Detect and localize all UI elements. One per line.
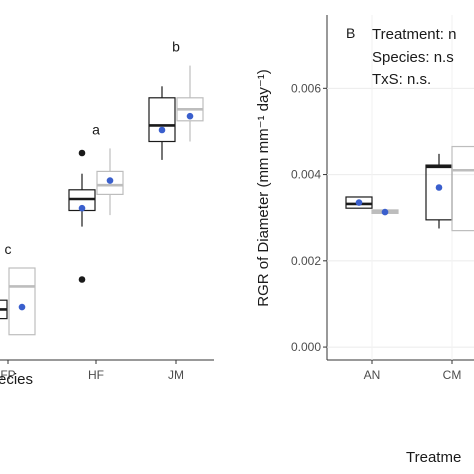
outlier-point (78, 149, 86, 157)
mean-point (106, 177, 114, 184)
mean-point (186, 112, 194, 120)
x-tick-label: HF (88, 368, 104, 382)
box-body (96, 170, 124, 195)
mean-point (355, 199, 363, 206)
x-tick-label: CM (443, 368, 462, 382)
box-fp-dark (0, 299, 8, 320)
y-tick-label: 0.006 (291, 81, 321, 95)
box-fp-light (8, 267, 36, 336)
mean-point (158, 126, 166, 134)
box-body (451, 145, 474, 232)
stat-species: Species: n.s (372, 49, 454, 66)
y-tick-label: 0.004 (291, 168, 321, 182)
panel-b-x-axis-label: Treatme (406, 449, 461, 466)
box-jm-dark (148, 86, 176, 160)
stat-txs: TxS: n.s. (372, 71, 431, 88)
significance-letter: c (5, 241, 12, 257)
significance-letter: a (92, 121, 100, 137)
box-cm-light (451, 145, 474, 232)
box-body (8, 267, 36, 336)
stat-treatment: Treatment: n (372, 26, 456, 43)
panel-b-label: B (346, 25, 355, 41)
box-body (148, 97, 176, 143)
box-hf-light (96, 148, 124, 216)
significance-letter: b (172, 39, 180, 55)
mean-point (18, 303, 26, 311)
mean-point (381, 208, 389, 216)
box-an-light (371, 208, 399, 216)
y-tick-label: 0.002 (291, 254, 321, 268)
panel-b-y-axis-label: RGR of Diameter (mm mm⁻¹ day⁻¹) (255, 69, 272, 307)
box-body (425, 164, 453, 221)
panel-b: 0.000 0.002 0.004 0.006 AN CM B Treatment: n… (255, 15, 474, 466)
x-tick-label: JM (168, 368, 184, 382)
box-an-dark (345, 196, 373, 209)
panel-a-x-axis-label: ecies (0, 371, 33, 388)
outlier-point (78, 276, 86, 283)
mean-point (435, 184, 443, 191)
x-tick-label: AN (364, 368, 381, 382)
box-cm-dark (425, 153, 453, 229)
mean-point (78, 204, 86, 212)
x-tick-label: FP (0, 368, 15, 382)
box-hf-dark (68, 149, 96, 283)
panel-a: c a b FP HF JM ecies (0, 39, 214, 388)
box-jm-light (176, 65, 204, 142)
y-tick-label: 0.000 (291, 340, 321, 354)
